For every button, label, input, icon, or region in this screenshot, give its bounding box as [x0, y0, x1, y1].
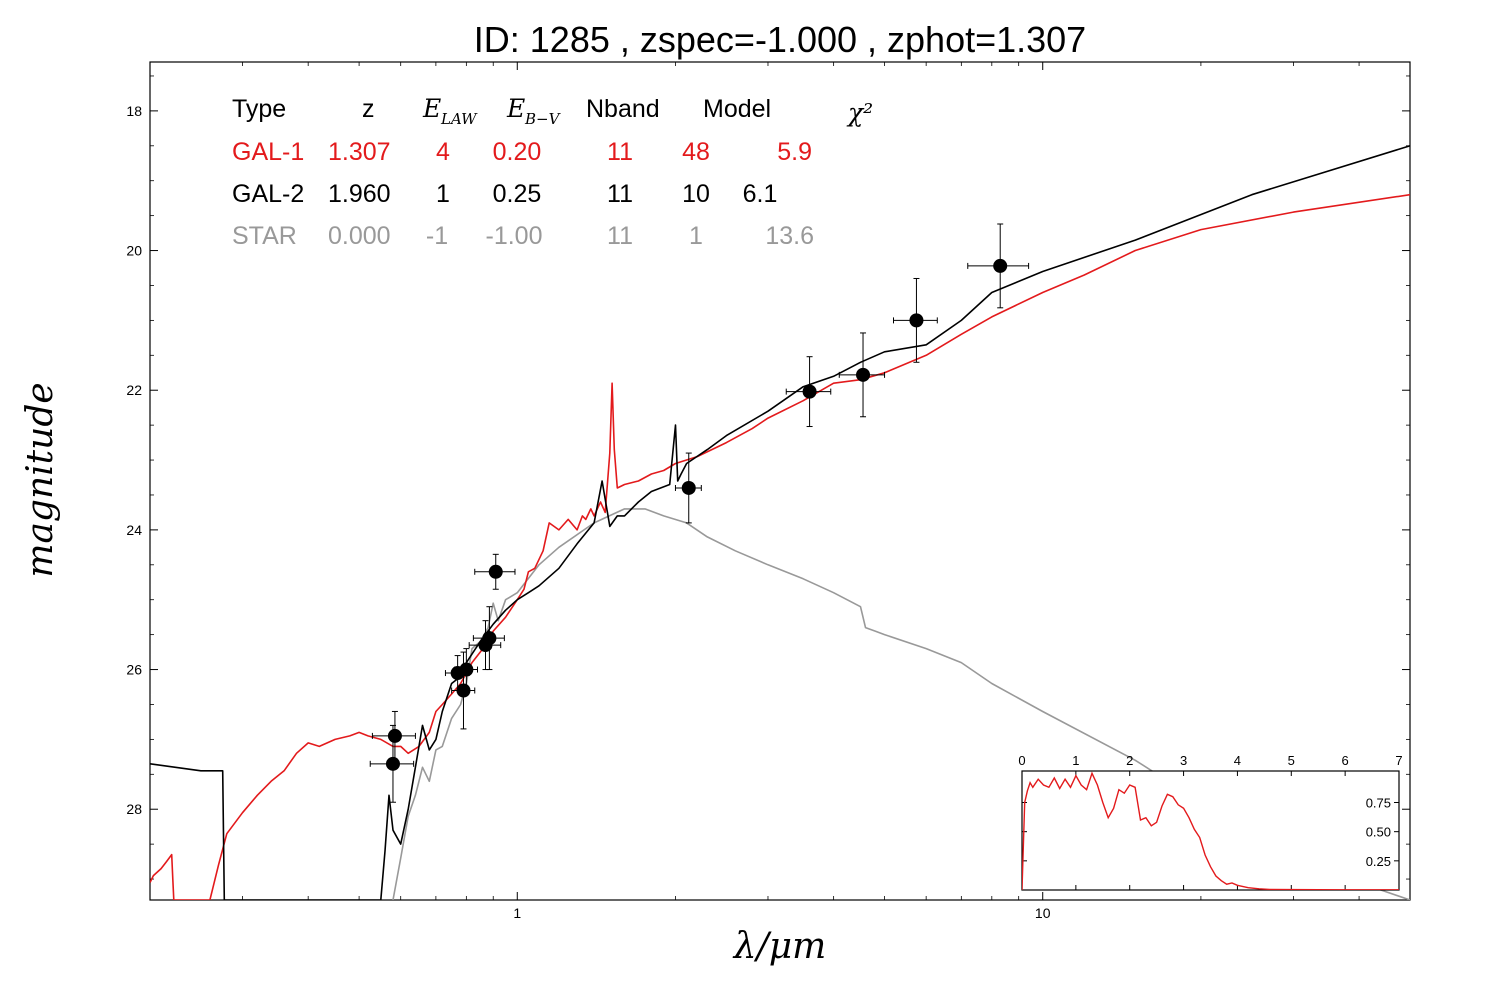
chart-title: ID: 1285 , zspec=-1.000 , zphot=1.307 [474, 19, 1086, 60]
inset-series-line [1022, 771, 1399, 890]
photometry-point [674, 452, 702, 524]
series-line-gal2 [150, 145, 1410, 900]
legend-row-gal1: GAL-1 1.307 4 0.20 11 48 5.9 [232, 138, 812, 166]
photometry-points [369, 223, 1030, 803]
legend-cell: 0.000 [328, 222, 391, 250]
legend-row-gal2: GAL-2 1.960 1 0.25 11 10 6.1 [232, 180, 777, 208]
legend-header-ebv: E B−V [506, 94, 562, 128]
y-tick-label: 28 [126, 801, 142, 817]
inset-x-tick-label: 3 [1180, 753, 1187, 768]
legend-cell: 6.1 [743, 180, 778, 208]
x-tick-label: 1 [513, 905, 521, 921]
inset-x-tick-label: 5 [1288, 753, 1295, 768]
photometry-point [371, 710, 416, 761]
inset-frame [1021, 770, 1400, 891]
inset-pdz-panel: 0 1 2 3 4 5 6 7 0.25 0.50 0.75 [1018, 753, 1403, 891]
legend-header-elaw: E LAW [422, 94, 478, 128]
legend-cell: -1 [426, 222, 448, 250]
data-point [459, 662, 474, 677]
legend-header: Type z E LAW E B−V Nband Model χ² [232, 94, 873, 128]
svg-text:LAW: LAW [440, 110, 478, 128]
photometry-point [454, 648, 478, 691]
legend-table: Type z E LAW E B−V Nband Model χ² GAL-1 … [232, 94, 873, 250]
legend-header-nband: Nband [586, 95, 660, 123]
svg-text:E: E [422, 94, 441, 123]
legend-cell: 1.307 [328, 138, 391, 166]
legend-header-type: Type [232, 95, 286, 123]
photometry-point [474, 553, 516, 590]
model-spectra [150, 145, 1410, 900]
photometry-point [892, 277, 938, 363]
legend-row-star: STAR 0.000 -1 -1.00 11 1 13.6 [232, 222, 814, 250]
legend-cell: 1 [436, 180, 450, 208]
x-tick-label: 10 [1035, 905, 1051, 921]
legend-cell: 11 [607, 180, 633, 208]
data-point [387, 728, 402, 743]
legend-cell: 48 [682, 138, 710, 166]
legend-cell: GAL-1 [232, 138, 304, 166]
inset-x-tick-label: 6 [1342, 753, 1349, 768]
photometry-point [838, 332, 886, 418]
inset-pdz-curve [1022, 771, 1399, 890]
data-point [482, 631, 497, 646]
data-point [488, 564, 503, 579]
legend-cell: 1 [689, 222, 703, 250]
inset-x-tick-label: 1 [1072, 753, 1079, 768]
inset-x-tick-label: 7 [1395, 753, 1402, 768]
inset-axis-ticks: 0 1 2 3 4 5 6 7 0.25 0.50 0.75 [1018, 753, 1403, 890]
legend-cell: 11 [607, 222, 633, 250]
svg-text:B−V: B−V [524, 110, 562, 128]
legend-cell: 11 [607, 138, 633, 166]
legend-cell: 10 [682, 180, 710, 208]
legend-cell: STAR [232, 222, 297, 250]
photometry-point [967, 223, 1030, 309]
legend-cell: 5.9 [777, 138, 812, 166]
inset-x-tick-label: 0 [1018, 753, 1025, 768]
data-point [681, 480, 696, 495]
y-tick-label: 26 [126, 662, 142, 678]
y-tick-label: 20 [126, 243, 142, 259]
inset-y-tick-label: 0.25 [1366, 854, 1391, 869]
photometry-point [785, 356, 832, 428]
y-axis-label: magnitude [20, 382, 61, 577]
y-tick-label: 24 [126, 522, 142, 538]
plot-frame [149, 61, 1411, 901]
data-point [385, 756, 400, 771]
legend-header-z: z [362, 95, 375, 123]
legend-cell: 13.6 [765, 222, 814, 250]
svg-text:E: E [506, 94, 525, 123]
y-tick-label: 22 [126, 382, 142, 398]
legend-cell: GAL-2 [232, 180, 304, 208]
inset-y-tick-label: 0.50 [1366, 825, 1391, 840]
data-point [802, 384, 817, 399]
legend-cell: 0.25 [493, 180, 542, 208]
legend-header-model: Model [703, 95, 771, 123]
series-line-gal1 [150, 193, 1410, 900]
data-point [856, 367, 871, 382]
x-axis-label: λ/μm [732, 926, 826, 967]
legend-cell: 0.20 [493, 138, 542, 166]
y-tick-label: 18 [126, 103, 142, 119]
legend-cell: 4 [436, 138, 450, 166]
legend-cell: -1.00 [486, 222, 543, 250]
data-point [993, 258, 1008, 273]
series-line-star [392, 508, 1410, 900]
inset-x-tick-label: 4 [1234, 753, 1241, 768]
inset-y-tick-label: 0.75 [1366, 796, 1391, 811]
inset-x-tick-label: 2 [1126, 753, 1133, 768]
legend-cell: 1.960 [328, 180, 391, 208]
legend-header-chi2: χ² [846, 98, 873, 127]
data-point [909, 313, 924, 328]
photometry-point [472, 606, 505, 671]
